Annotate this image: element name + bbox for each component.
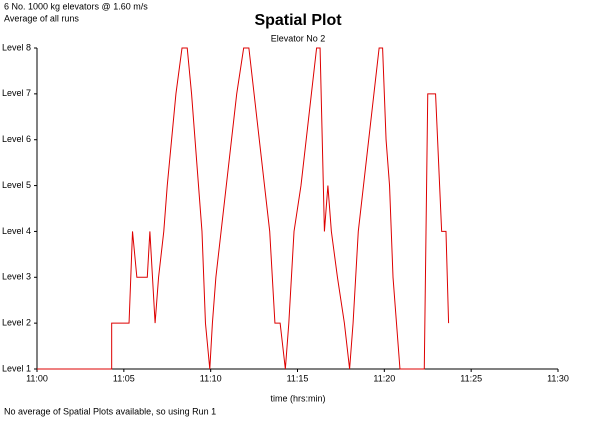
y-tick-label: Level 4 [2, 226, 31, 236]
y-tick-label: Level 2 [2, 318, 31, 328]
y-tick-label: Level 3 [2, 272, 31, 282]
y-tick-label: Level 7 [2, 88, 31, 98]
data-line [37, 47, 450, 370]
y-tick-label: Level 6 [2, 134, 31, 144]
chart-subtitle: Elevator No 2 [271, 33, 326, 43]
x-tick-label: 11:20 [373, 373, 395, 383]
annotation: 6 No. 1000 kg elevators @ 1.60 m/s [4, 1, 148, 11]
x-axis-label: time (hrs:min) [270, 393, 325, 403]
chart-title: Spatial Plot [254, 12, 342, 29]
y-tick-label: Level 8 [2, 42, 31, 52]
x-tick-label: 11:05 [113, 373, 135, 383]
x-tick-label: 11:25 [460, 373, 482, 383]
x-tick-label: 11:30 [547, 373, 569, 383]
x-tick-label: 11:00 [26, 373, 48, 383]
x-tick-label: 11:10 [200, 373, 222, 383]
footnote: No average of Spatial Plots available, s… [4, 406, 216, 416]
x-tick-label: 11:15 [287, 373, 309, 383]
y-tick-label: Level 1 [2, 363, 31, 373]
y-tick-label: Level 5 [2, 180, 31, 190]
annotation: Average of all runs [4, 13, 79, 23]
